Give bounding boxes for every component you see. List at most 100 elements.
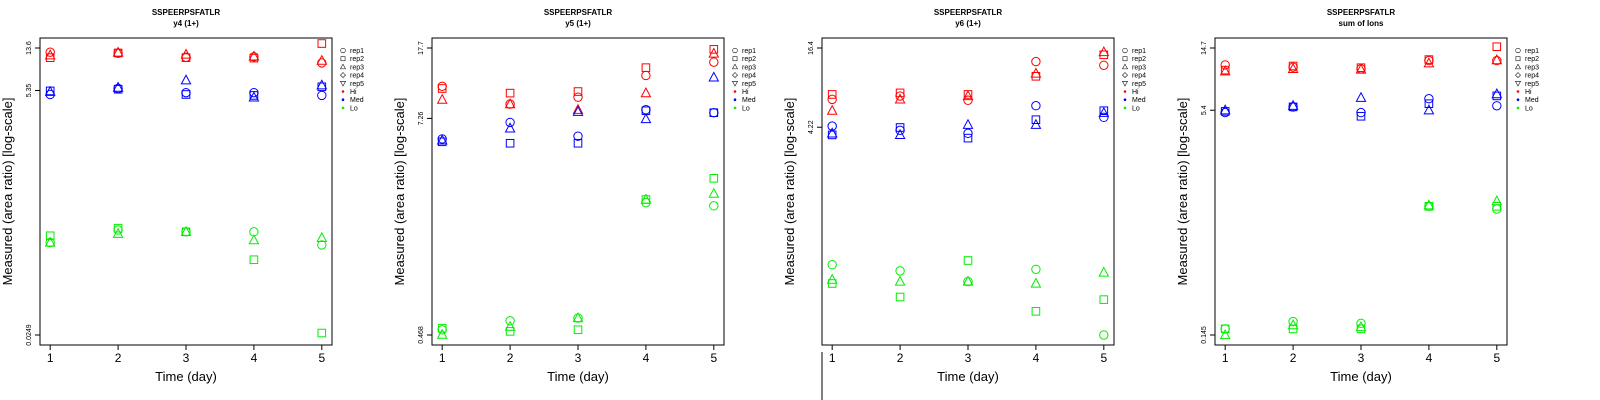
data-point [1031,101,1041,111]
legend-item-med: Med [1123,97,1146,104]
rep1-marker-icon [1122,47,1128,54]
data-point [573,131,583,141]
data-point [1492,101,1502,111]
data-point [962,89,974,101]
data-point [1424,99,1434,108]
data-point [708,187,720,198]
legend-color-dot-icon [733,106,737,110]
data-point [573,87,583,96]
data-point [436,328,448,339]
legend-label: Med [350,97,364,104]
data-point [180,48,192,59]
data-point [316,54,328,65]
legend-color-dot-icon [341,98,345,101]
chart-subtitle: y5 (1+) [565,19,591,28]
data-point [709,201,719,211]
data-point [962,118,974,129]
y-tick-label: 7.26 [418,111,425,125]
data-point [572,103,584,114]
x-tick-label: 4 [643,351,650,365]
legend-label: rep4 [1525,73,1539,80]
data-point [437,84,447,93]
data-point [1098,266,1110,277]
rep5-marker-icon [1515,81,1521,87]
data-point [1030,277,1042,288]
data-point [317,39,327,48]
data-point [317,240,327,250]
data-point [640,113,652,124]
plot-frame [1214,37,1508,346]
x-tick-label: 2 [897,351,904,365]
legend-color-dot-icon [1123,106,1127,110]
data-point [436,93,448,104]
data-point [962,275,974,286]
y-axis-label: Measured (area ratio) [log-scale] [392,98,407,286]
data-point [1220,324,1230,334]
data-point [505,138,515,148]
data-point [826,127,838,138]
y-tick-label: 5.4 [1201,105,1208,115]
data-point [963,256,973,265]
chart-panel-2: SSPEERPSFATLR y5 (1+) 1 2 3 4 5 Time (day) 0.468… [392,8,756,384]
rep2-marker-icon [1122,56,1128,62]
rep3-marker-icon [1515,63,1521,70]
x-tick-label: 3 [183,351,190,365]
data-point [827,94,837,105]
chart-panel-3: SSPEERPSFATLR y6 (1+) 1 2 3 4 5 Time (day) 4.22 1… [782,8,1146,384]
y-tick-label: 0.145 [1201,326,1208,344]
data-point [1030,118,1042,129]
rep1-marker-icon [1515,47,1521,54]
y-axis-label: Measured (area ratio) [log-scale] [1175,98,1190,286]
legend-label: Hi [1525,89,1532,96]
data-point [895,123,905,132]
rep4-marker-icon [340,72,346,79]
data-point [248,50,260,61]
data-point [44,49,56,60]
legend-label: rep2 [350,56,364,63]
rep3-marker-icon [1122,63,1128,70]
data-point [505,316,515,326]
y-tick-label: 0.468 [418,326,425,344]
legend-item-rep4: rep4 [340,72,364,80]
y-tick-label: 0.0249 [26,324,33,346]
data-point [112,46,124,57]
data-point [895,266,905,276]
data-point [1099,295,1109,304]
data-point [436,134,448,145]
legend-color-dot-icon [733,90,737,93]
legend-label: rep1 [1132,48,1146,55]
data-point [1287,319,1299,330]
data-point [44,85,56,96]
data-point [1219,328,1231,340]
data-point [249,255,259,265]
data-point [1287,62,1299,74]
data-point [1098,106,1110,117]
legend-label: Med [1132,97,1146,104]
data-point [894,128,906,139]
legend-label: rep1 [350,48,364,55]
legend-label: Lo [1525,105,1533,112]
legend-item-rep1: rep1 [1122,47,1146,55]
data-point [1492,202,1502,211]
legend-color-dot-icon [341,90,345,93]
data-point [112,81,124,92]
data-point [181,90,191,99]
data-point [826,104,838,115]
x-tick-label: 3 [965,351,972,365]
legend-item-rep4: rep4 [1515,72,1539,80]
data-point [827,260,837,270]
x-tick-label: 2 [1290,351,1297,365]
legend-item-rep4: rep4 [1122,72,1146,80]
data-point [573,325,583,335]
legend-color-dot-icon [341,106,345,110]
data-point [437,323,447,333]
y-axis-label: Measured (area ratio) [log-scale] [782,98,797,286]
data-point [437,81,447,91]
data-point [1424,55,1434,64]
data-point [1424,94,1434,104]
legend-label: rep2 [1525,56,1539,63]
legend-label: rep1 [742,48,756,55]
legend-item-rep2: rep2 [1122,56,1146,63]
y-tick-label: 16.4 [808,41,815,55]
